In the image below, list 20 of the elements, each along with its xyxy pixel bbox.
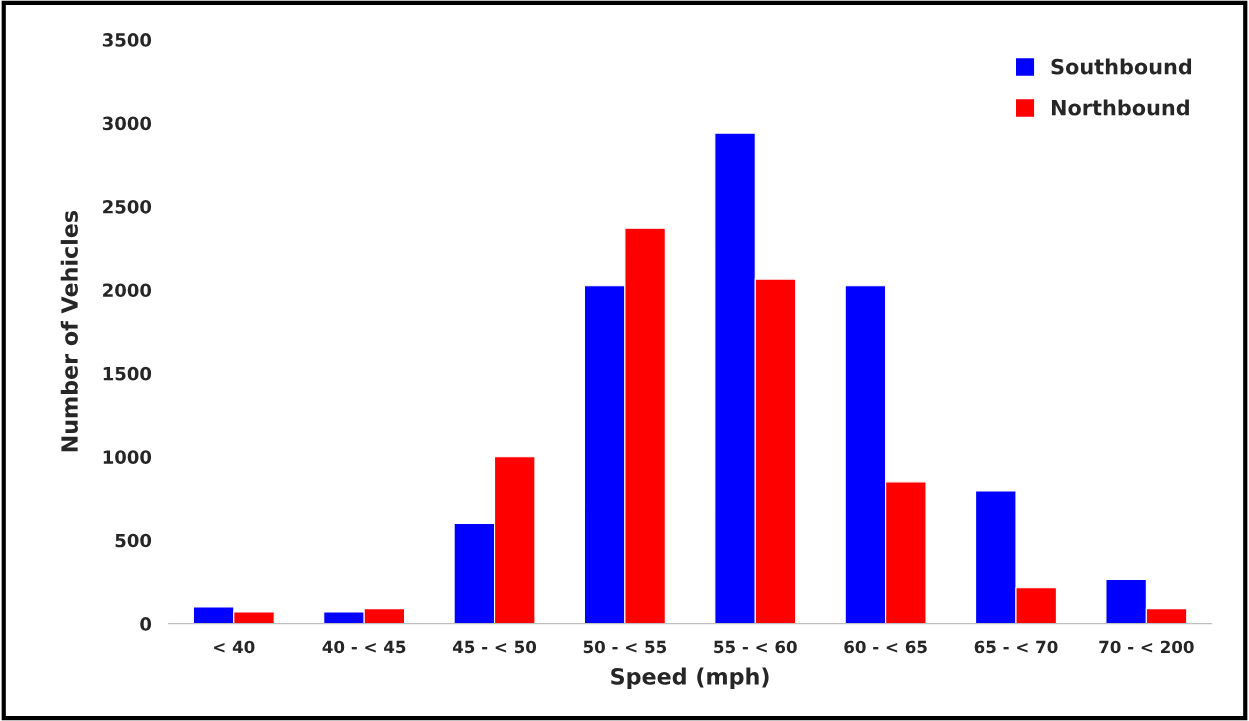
y-tick-label: 2500 bbox=[103, 199, 152, 214]
y-tick-label: 2000 bbox=[103, 283, 152, 298]
x-tick-label: 45 - < 50 bbox=[452, 640, 537, 654]
y-tick-label: 0 bbox=[140, 617, 152, 631]
y-tick-label: 3500 bbox=[102, 33, 152, 47]
y-tick-label: 1000 bbox=[103, 450, 152, 464]
x-tick-label: 50 - < 55 bbox=[583, 640, 667, 654]
legend-label: Northbound bbox=[1051, 99, 1189, 116]
x-tick-label: 60 - < 65 bbox=[844, 640, 927, 654]
x-tick-label: < 40 bbox=[214, 640, 255, 654]
x-tick-label: 70 - < 200 bbox=[1099, 640, 1194, 654]
y-tick-label: 3000 bbox=[102, 116, 152, 131]
legend-label: Southbound bbox=[1051, 58, 1192, 75]
y-tick-label: 1500 bbox=[103, 366, 152, 381]
x-tick-label: 65 - < 70 bbox=[974, 640, 1058, 654]
y-axis-title: Number of Vehicles bbox=[60, 210, 78, 452]
y-tick-label: 500 bbox=[115, 533, 152, 548]
x-axis-title: Speed (mph) bbox=[611, 667, 769, 690]
x-tick-label: 40 - < 45 bbox=[322, 640, 406, 654]
x-tick-label: 55 - < 60 bbox=[714, 640, 797, 654]
